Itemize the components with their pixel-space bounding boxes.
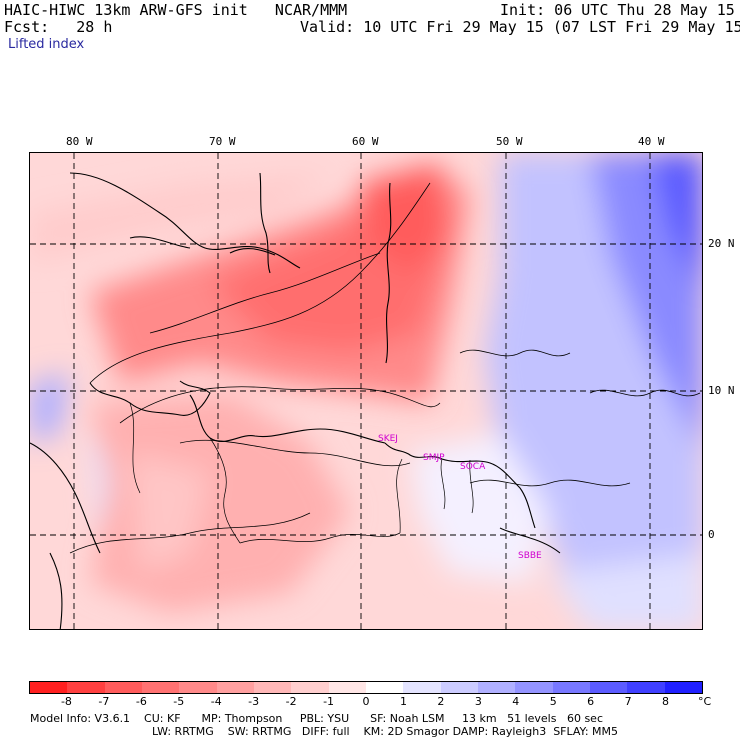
colorbar-swatch (67, 682, 105, 693)
colorbar-tick-label: -8 (60, 695, 72, 708)
colorbar-tick-label: 2 (437, 695, 445, 708)
lon-label: 80 W (66, 135, 93, 148)
colorbar-tick-label: 7 (624, 695, 632, 708)
colorbar-tick-label: -4 (210, 695, 222, 708)
lon-label: 50 W (496, 135, 523, 148)
country-borders (129, 402, 474, 544)
lat-lon-grid (30, 153, 702, 629)
colorbar-tick-label: 1 (399, 695, 407, 708)
map-field (30, 153, 702, 629)
colorbar-swatch (104, 682, 142, 693)
colorbar-ticks: -8 -7 -6 -5 -4 -3 -2 -1 0 1 2 3 4 5 6 7 8 (29, 695, 703, 709)
colorbar-swatch (216, 682, 254, 693)
lon-label: 70 W (209, 135, 236, 148)
colorbar-tick-label: 5 (549, 695, 557, 708)
colorbar-swatch (552, 682, 590, 693)
station-label: SMJP (423, 453, 445, 463)
colorbar-swatch (589, 682, 628, 693)
colorbar-tick-label: 0 (362, 695, 370, 708)
colorbar-swatch (141, 682, 180, 693)
lifted-index-map: SKEJ SMJP SOCA SBBE (29, 152, 703, 630)
model-info-line1: Model Info: V3.6.1 CU: KF MP: Thompson P… (30, 712, 603, 725)
station-label: SOCA (460, 462, 486, 472)
colorbar-swatch (291, 682, 329, 693)
colorbar-swatch (515, 682, 553, 693)
header-valid-time: Valid: 10 UTC Fri 29 May 15 (07 LST Fri … (300, 18, 740, 36)
colorbar-swatch (477, 682, 516, 693)
colorbar-tick-label: -2 (285, 695, 297, 708)
header-title: HAIC-HIWC 13km ARW-GFS init NCAR/MMM (4, 1, 348, 19)
colorbar-tick-label: 8 (662, 695, 670, 708)
header-forecast-hour: Fcst: 28 h (4, 18, 113, 36)
lat-label: 10 N (708, 384, 735, 397)
colorbar-unit: °C (698, 695, 712, 708)
lat-label: 20 N (708, 237, 735, 250)
coastlines (30, 172, 561, 629)
colorbar-swatch (440, 682, 478, 693)
lat-label: 0 (708, 528, 715, 541)
field-name: Lifted index (8, 37, 85, 52)
colorbar-swatch (30, 682, 68, 693)
lon-label: 40 W (638, 135, 665, 148)
colorbar-tick-label: -1 (323, 695, 335, 708)
colorbar-swatch (664, 682, 702, 693)
model-info-line2: LW: RRTMG SW: RRTMG DIFF: full KM: 2D Sm… (152, 725, 618, 738)
colorbar-swatch (253, 682, 292, 693)
colorbar-swatch (179, 682, 217, 693)
colorbar-swatch (627, 682, 665, 693)
colorbar-tick-label: -3 (248, 695, 260, 708)
colorbar-tick-label: -7 (98, 695, 110, 708)
colorbar-swatch (365, 682, 404, 693)
colorbar-swatch (328, 682, 366, 693)
colorbar-tick-label: -5 (173, 695, 185, 708)
station-label: SBBE (518, 551, 542, 561)
header-init-time: Init: 06 UTC Thu 28 May 15 (500, 1, 735, 19)
colorbar-swatch (403, 682, 441, 693)
lon-label: 60 W (352, 135, 379, 148)
colorbar-tick-label: 6 (587, 695, 595, 708)
colorbar-tick-label: 3 (474, 695, 482, 708)
colorbar-tick-label: 4 (512, 695, 520, 708)
colorbar (29, 681, 703, 694)
station-label: SKEJ (378, 434, 398, 444)
colorbar-tick-label: -6 (135, 695, 147, 708)
